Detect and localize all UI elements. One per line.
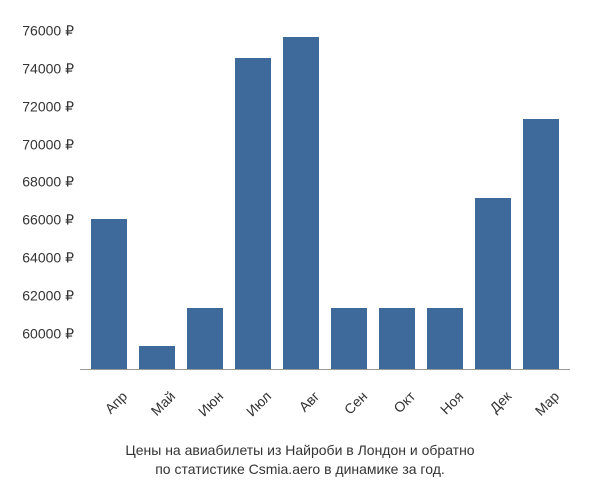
y-tick-label: 76000 ₽	[22, 22, 74, 39]
caption-line-2: по статистике Csmia.aero в динамике за г…	[0, 460, 600, 480]
y-tick-label: 74000 ₽	[22, 60, 74, 77]
bar	[91, 219, 127, 369]
chart-plot	[80, 10, 570, 370]
bar	[475, 198, 511, 369]
y-tick-label: 68000 ₽	[22, 174, 74, 191]
y-tick-label: 70000 ₽	[22, 136, 74, 153]
bar	[427, 308, 463, 369]
plot-area	[80, 10, 570, 370]
bars-group	[80, 9, 570, 369]
y-tick-label: 60000 ₽	[22, 326, 74, 343]
chart-caption: Цены на авиабилеты из Найроби в Лондон и…	[0, 441, 600, 480]
x-axis: АпрМайИюнИюлАвгСенОктНояДекМар	[80, 370, 570, 430]
bar	[523, 119, 559, 369]
bar	[331, 308, 367, 369]
y-tick-label: 72000 ₽	[22, 98, 74, 115]
bar	[139, 346, 175, 369]
caption-line-1: Цены на авиабилеты из Найроби в Лондон и…	[0, 441, 600, 461]
bar	[283, 37, 319, 369]
y-tick-label: 62000 ₽	[22, 288, 74, 305]
y-tick-label: 78000 ₽	[22, 0, 74, 2]
bar	[379, 308, 415, 369]
y-tick-label: 66000 ₽	[22, 212, 74, 229]
bar	[187, 308, 223, 369]
y-axis: 60000 ₽ 62000 ₽ 64000 ₽ 66000 ₽ 68000 ₽ 70000…	[0, 10, 78, 370]
bar	[235, 58, 271, 369]
y-tick-label: 64000 ₽	[22, 250, 74, 267]
